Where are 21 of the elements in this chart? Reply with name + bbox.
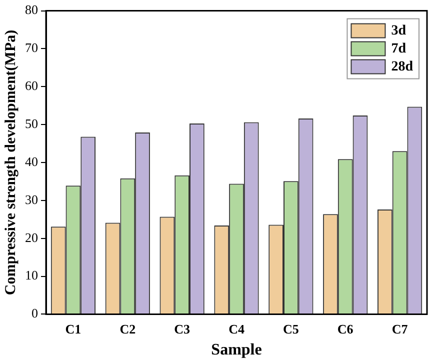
x-tick-label: C5 xyxy=(282,321,300,336)
x-tick-label: C4 xyxy=(228,321,245,336)
y-tick-label: 70 xyxy=(25,40,38,56)
x-tick-label: C2 xyxy=(120,321,136,336)
y-tick-label: 0 xyxy=(32,306,38,321)
y-tick-label: 30 xyxy=(25,192,38,207)
x-axis-title: Sample xyxy=(211,342,262,359)
legend-label: 28d xyxy=(391,59,414,74)
x-tick-label: C3 xyxy=(174,321,191,336)
x-tick-label: C6 xyxy=(337,321,354,336)
y-tick-label: 80 xyxy=(25,2,38,18)
y-tick-label: 40 xyxy=(25,154,38,169)
legend-label: 7d xyxy=(391,41,406,56)
y-tick-label: 20 xyxy=(25,230,38,245)
y-tick-label: 50 xyxy=(25,116,38,131)
y-tick-label: 10 xyxy=(25,268,38,283)
x-tick-label: C7 xyxy=(392,321,408,336)
y-tick-label: 60 xyxy=(25,78,38,94)
x-tick-label: C1 xyxy=(65,321,82,336)
legend-label: 3d xyxy=(391,23,406,38)
y-axis-title: Compressive strength development(MPa) xyxy=(2,30,19,296)
